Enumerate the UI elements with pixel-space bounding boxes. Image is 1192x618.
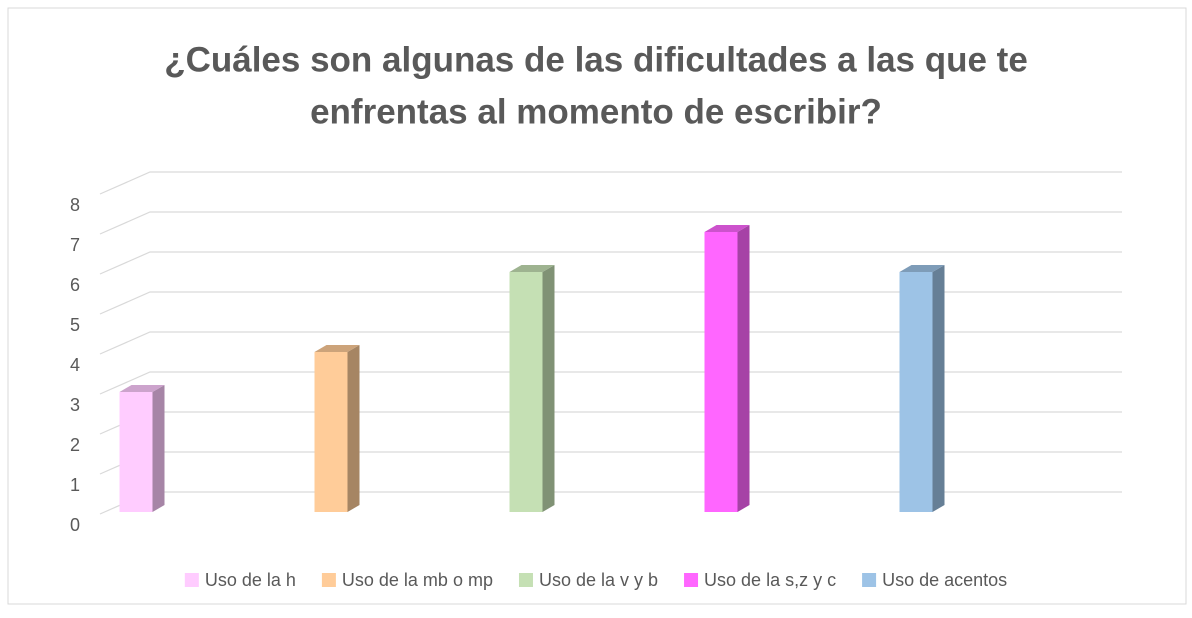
y-tick-label: 8 (70, 195, 80, 215)
legend-swatch (862, 573, 877, 587)
legend-label: Uso de la s,z y c (704, 570, 836, 590)
bar-face (347, 345, 360, 512)
legend-swatch (321, 573, 336, 587)
bar (119, 385, 165, 512)
bar-face (314, 352, 348, 512)
legend-label: Uso de acentos (882, 570, 1007, 590)
bar-face (704, 232, 738, 512)
bar (704, 225, 750, 512)
y-tick-label: 7 (70, 235, 80, 255)
bar-face (737, 225, 750, 512)
bar (314, 345, 360, 512)
bar-face (932, 265, 945, 512)
bar (899, 265, 945, 512)
legend-label: Uso de la h (205, 570, 296, 590)
bar-face (899, 272, 933, 512)
legend-label: Uso de la v y b (539, 570, 658, 590)
chart-border (7, 7, 1187, 605)
grid-line (99, 171, 1122, 195)
legend-swatch (184, 573, 199, 587)
y-tick-label: 4 (70, 355, 80, 375)
grid-line (99, 331, 1122, 355)
bar-face (899, 265, 945, 272)
bar-face (152, 385, 165, 512)
bar-face (509, 265, 555, 272)
bar-face (314, 345, 360, 352)
bar-face (119, 392, 153, 512)
bar-face (704, 225, 750, 232)
legend-swatch (518, 573, 533, 587)
legend-swatch (684, 573, 699, 587)
y-tick-label: 2 (70, 435, 80, 455)
y-tick-label: 3 (70, 395, 80, 415)
grid-line (99, 291, 1122, 315)
bar-face (509, 272, 543, 512)
y-tick-label: 0 (70, 515, 80, 535)
grid-line (99, 211, 1122, 235)
bar-face (119, 385, 165, 392)
y-tick-label: 5 (70, 315, 80, 335)
grid-line (99, 251, 1122, 275)
grid-line (99, 371, 1122, 395)
chart-title: ¿Cuáles son algunas de las dificultades … (164, 40, 1028, 79)
chart-title: enfrentas al momento de escribir? (310, 92, 882, 131)
legend-label: Uso de la mb o mp (342, 570, 493, 590)
y-tick-label: 1 (70, 475, 80, 495)
bar-face (542, 265, 555, 512)
bar (509, 265, 555, 512)
y-tick-label: 6 (70, 275, 80, 295)
